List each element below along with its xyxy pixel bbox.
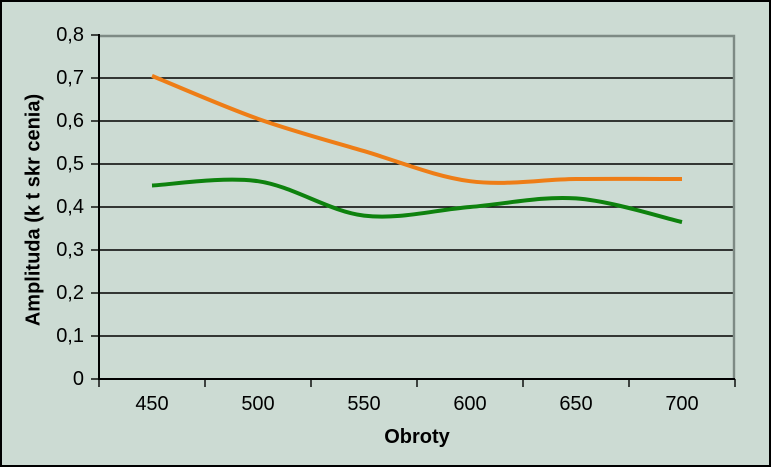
series-green-line (151, 177, 683, 225)
y-tick-label: 0,6 (56, 110, 84, 132)
x-tick-label: 650 (559, 393, 593, 415)
y-tick-label: 0,7 (56, 67, 84, 89)
y-tick-label: 0 (72, 368, 84, 390)
x-tick-label: 500 (241, 393, 275, 415)
y-tick-label: 0,3 (56, 239, 84, 261)
x-tick-label: 600 (453, 393, 487, 415)
y-tick-label: 0,2 (56, 282, 84, 304)
y-axis-title: Amplituda (k t skr cenia) (22, 93, 45, 327)
plot-border (99, 34, 736, 379)
x-tick-label: 450 (135, 393, 169, 415)
y-tick-label: 0,1 (56, 325, 84, 347)
y-tick-label: 0,4 (56, 196, 84, 218)
y-tick-label: 0,5 (56, 153, 84, 175)
x-axis-title: Obroty (384, 426, 450, 448)
series-orange-line (151, 73, 683, 185)
y-tick-label: 0,8 (56, 24, 84, 46)
x-tick-label: 550 (347, 393, 381, 415)
x-tick-label: 700 (665, 393, 699, 415)
